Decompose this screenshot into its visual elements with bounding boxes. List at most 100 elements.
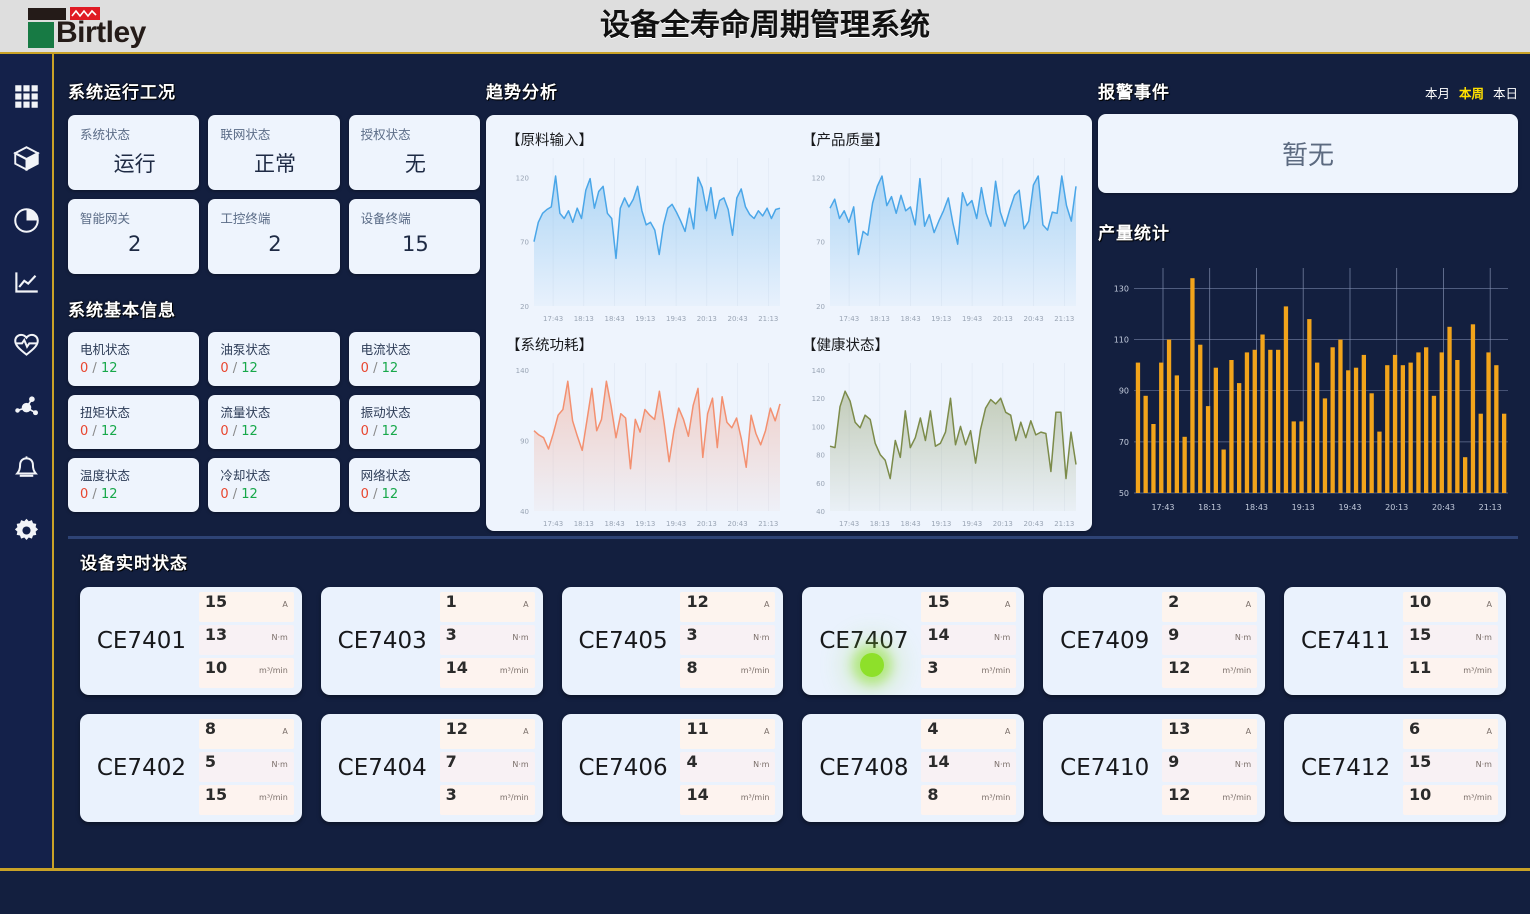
device-metric-row: 3 m³/min xyxy=(921,657,1017,688)
trend-chart-power-consumption[interactable]: 【系统功耗】 40 90 140 17:43 18:13 18:43 19:13 19:43 2… xyxy=(494,330,788,533)
top-bar: 设备全寿命周期管理系统 Birtley xyxy=(0,0,1530,54)
info-card[interactable]: 流量状态 0 / 12 xyxy=(208,395,340,449)
device-metric-unit: N·m xyxy=(1234,632,1252,642)
devices-section: 设备实时状态 CE7401 15 A 13 N·m 10 m³/min CE7403 1 A 3 N·… xyxy=(68,536,1518,866)
device-card[interactable]: CE7409 2 A 9 N·m 12 m³/min xyxy=(1043,587,1266,695)
device-metric-unit: m³/min xyxy=(740,792,770,802)
svg-text:19:13: 19:13 xyxy=(931,315,951,323)
device-card[interactable]: CE7404 12 A 7 N·m 3 m³/min xyxy=(320,714,543,822)
device-metric-value: 13 xyxy=(1168,718,1191,738)
alarm-empty-text: 暂无 xyxy=(1281,141,1334,171)
device-metric-value: 12 xyxy=(1168,657,1191,677)
sidebar-item-trend[interactable] xyxy=(0,254,53,316)
stat-card[interactable]: 系统状态 运行 xyxy=(68,115,200,190)
svg-text:19:43: 19:43 xyxy=(962,315,982,323)
stat-card[interactable]: 联网状态 正常 xyxy=(208,115,340,190)
device-metric-row: 13 A xyxy=(1162,718,1258,749)
device-card[interactable]: CE7407 15 A 14 N·m 3 m³/min xyxy=(802,587,1025,695)
device-card[interactable]: CE7403 1 A 3 N·m 14 m³/min xyxy=(320,587,543,695)
stat-label: 工控终端 xyxy=(220,211,271,226)
sidebar-item-settings[interactable] xyxy=(0,502,53,564)
trend-chart-health-status[interactable]: 【健康状态】 40 60 80 100 120 140 17:43 18:13 18:43 19:… xyxy=(790,330,1084,533)
stat-card[interactable]: 授权状态 无 xyxy=(348,115,480,190)
device-metric-row: 15 A xyxy=(921,591,1017,622)
device-metric-unit: N·m xyxy=(271,632,288,642)
info-card[interactable]: 扭矩状态 0 / 12 xyxy=(68,395,200,449)
svg-text:70: 70 xyxy=(816,239,825,247)
device-metric-value: 15 xyxy=(927,591,950,611)
sidebar-item-overview[interactable] xyxy=(0,68,53,130)
info-card[interactable]: 电流状态 0 / 12 xyxy=(348,332,480,386)
device-metric-row: 8 m³/min xyxy=(680,657,776,688)
devices-grid: CE7401 15 A 13 N·m 10 m³/min CE7403 1 A 3 N·m 14 m³/m… xyxy=(68,587,1518,822)
svg-text:19:13: 19:13 xyxy=(1292,503,1315,512)
stat-card[interactable]: 设备终端 15 xyxy=(348,199,480,274)
svg-text:21:13: 21:13 xyxy=(1054,315,1074,323)
device-metric-value: 3 xyxy=(686,624,698,644)
device-metric-unit: N·m xyxy=(994,759,1011,769)
sidebar-item-statistics[interactable] xyxy=(0,192,53,254)
device-card[interactable]: CE7402 8 A 5 N·m 15 m³/min xyxy=(80,714,302,822)
svg-text:19:13: 19:13 xyxy=(635,520,655,528)
info-card[interactable]: 网络状态 0 / 12 xyxy=(348,458,480,512)
device-metric-unit: m³/min xyxy=(1222,665,1252,675)
sidebar-item-alarm[interactable] xyxy=(0,440,53,502)
info-value: 0 / 12 xyxy=(361,424,470,439)
device-card[interactable]: CE7401 15 A 13 N·m 10 m³/min xyxy=(80,587,302,695)
device-metrics: 13 A 9 N·m 12 m³/min xyxy=(1162,718,1258,818)
svg-text:18:43: 18:43 xyxy=(901,520,921,528)
device-metric-value: 10 xyxy=(1408,591,1432,611)
device-card[interactable]: CE7405 12 A 3 N·m 8 m³/min xyxy=(561,587,784,695)
info-card[interactable]: 振动状态 0 / 12 xyxy=(348,395,480,449)
device-metric-unit: m³/min xyxy=(981,792,1011,802)
info-value: 0 / 12 xyxy=(220,361,329,376)
sidebar-item-devices[interactable] xyxy=(0,130,53,192)
device-active-indicator xyxy=(860,653,885,677)
sidebar-item-health[interactable] xyxy=(0,316,53,378)
device-metric-row: 10 A xyxy=(1402,591,1498,622)
info-current: 0 xyxy=(360,487,369,502)
basic-info-title: 系统基本信息 xyxy=(68,301,176,321)
info-value: 0 / 12 xyxy=(80,361,189,376)
device-metric-row: 13 N·m xyxy=(198,624,294,655)
device-metric-row: 14 N·m xyxy=(921,751,1017,782)
info-card[interactable]: 油泵状态 0 / 12 xyxy=(208,332,340,386)
svg-text:17:43: 17:43 xyxy=(1151,503,1174,512)
device-metric-unit: A xyxy=(523,599,529,609)
device-card[interactable]: CE7411 10 A 15 N·m 11 m³/min xyxy=(1284,587,1506,695)
sidebar-item-topology[interactable] xyxy=(0,378,53,440)
device-metric-value: 12 xyxy=(686,591,709,611)
trend-chart-raw-material[interactable]: 【原料输入】 20 70 120 17:43 18:13 18:43 19:13 19:43 2… xyxy=(494,125,788,328)
device-metric-unit: m³/min xyxy=(499,792,529,802)
device-metric-row: 12 A xyxy=(439,718,535,749)
svg-text:40: 40 xyxy=(520,508,529,516)
device-card[interactable]: CE7408 4 A 14 N·m 8 m³/min xyxy=(802,714,1025,822)
info-card[interactable]: 冷却状态 0 / 12 xyxy=(208,458,340,512)
device-metrics: 1 A 3 N·m 14 m³/min xyxy=(439,591,535,691)
device-metric-unit: N·m xyxy=(994,632,1011,642)
svg-text:20:13: 20:13 xyxy=(697,315,717,323)
device-metrics: 15 A 13 N·m 10 m³/min xyxy=(198,591,294,691)
device-metric-row: 8 m³/min xyxy=(921,784,1017,815)
device-metric-value: 2 xyxy=(1168,591,1180,611)
device-metric-unit: N·m xyxy=(512,632,529,642)
tab-this-month[interactable]: 本月 xyxy=(1424,86,1450,101)
info-separator: / xyxy=(373,424,378,439)
info-current: 0 xyxy=(220,361,229,376)
info-card[interactable]: 温度状态 0 / 12 xyxy=(68,458,200,512)
tab-this-week[interactable]: 本周 xyxy=(1458,86,1484,101)
device-metric-value: 14 xyxy=(445,657,468,677)
device-card[interactable]: CE7410 13 A 9 N·m 12 m³/min xyxy=(1043,714,1266,822)
tab-today[interactable]: 本日 xyxy=(1492,86,1518,101)
info-total: 12 xyxy=(100,361,118,376)
trend-chart-product-quality[interactable]: 【产品质量】 20 70 120 17:43 18:13 18:43 19:13 19:43 2… xyxy=(790,125,1084,328)
info-card[interactable]: 电机状态 0 / 12 xyxy=(68,332,200,386)
output-bar-chart[interactable]: 50 70 90 110 130 17:43 18:13 18:43 19:13 19:43 20:… xyxy=(1098,254,1518,519)
brand-name: Birtley xyxy=(56,16,146,49)
device-metric-unit: m³/min xyxy=(1463,792,1492,802)
stat-card[interactable]: 工控终端 2 xyxy=(208,199,340,274)
device-card[interactable]: CE7412 6 A 15 N·m 10 m³/min xyxy=(1284,714,1506,822)
device-card[interactable]: CE7406 11 A 4 N·m 14 m³/min xyxy=(561,714,784,822)
stat-card[interactable]: 智能网关 2 xyxy=(68,199,200,274)
